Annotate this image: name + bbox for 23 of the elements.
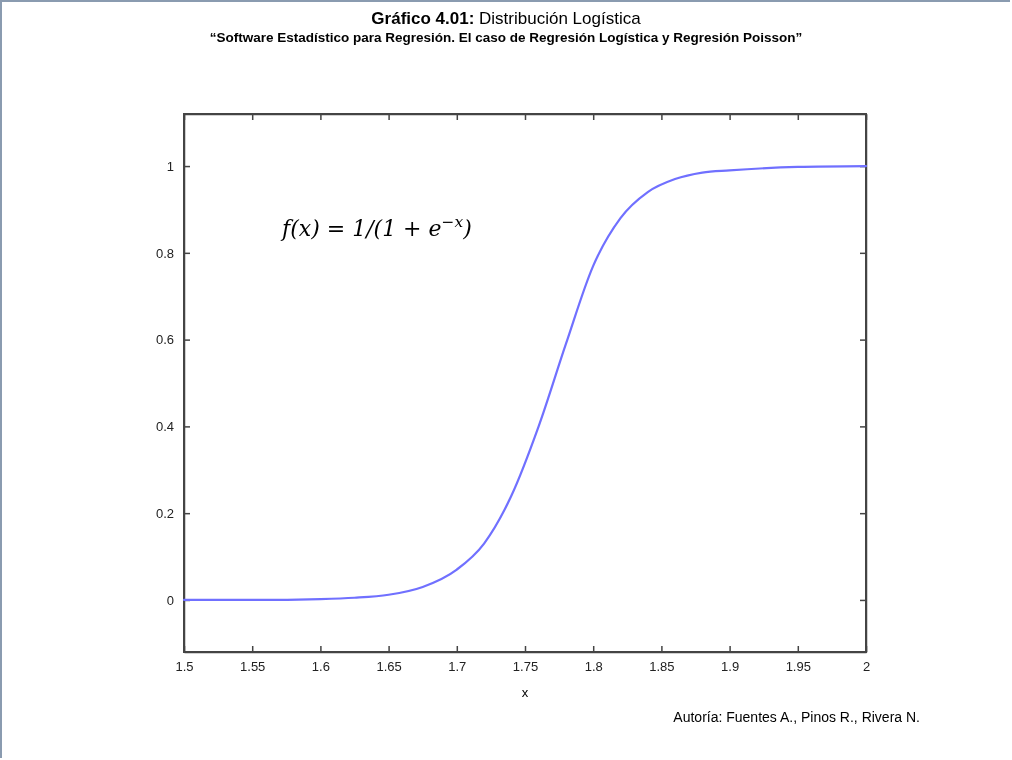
chart-subtitle: “Software Estadístico para Regresión. El caso de Regresión Logística y Regresión Poisson” (209, 30, 803, 45)
x-tick-label: 1.6 (311, 659, 330, 675)
x-tick-label: 1.65 (376, 659, 402, 675)
y-tick-label: 0.6 (155, 332, 174, 348)
line-series (182, 164, 868, 602)
y-tick-label: 0 (166, 592, 174, 608)
x-tick-label: 2 (862, 659, 871, 675)
y-tick-label: 0.8 (155, 245, 174, 261)
x-axis-title: x (521, 685, 529, 700)
x-tick-label: 1.8 (584, 659, 603, 675)
x-tick-label: 1.9 (721, 659, 740, 675)
annotation: f(x) = 1/(1 + e$^{−x}$) (280, 213, 472, 241)
x-tick-label: 1.7 (448, 659, 467, 675)
y-tick-label: 0.4 (155, 419, 174, 435)
y-tick-label: 1 (166, 158, 174, 174)
x-tick-label: 1.95 (785, 659, 811, 675)
text: Autoría: Fuentes A., Pinos R., Rivera N. (673, 709, 920, 725)
x-tick-label: 1.55 (240, 659, 266, 675)
x-tick-label: 1.5 (175, 659, 194, 675)
x-tick-label: 1.75 (512, 659, 539, 675)
chart-title: Gráfico 4.01: Distribución Logística (371, 9, 642, 28)
x-tick-label: 1.85 (649, 659, 675, 675)
y-tick-label: 0.2 (155, 505, 174, 521)
